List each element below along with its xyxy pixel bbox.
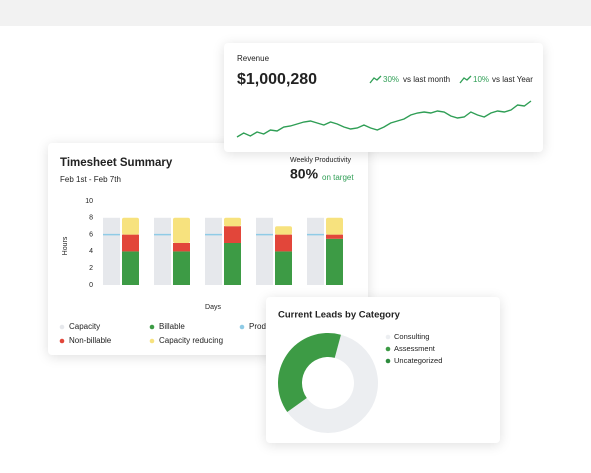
legend-label: Consulting: [394, 332, 429, 341]
x-axis-label: Days: [205, 304, 221, 311]
legend-marker: [385, 334, 391, 340]
capacity-bar: [103, 217, 120, 285]
trend-icon: [369, 75, 382, 84]
stacked-bar: [122, 234, 139, 252]
stacked-bar: [224, 226, 241, 243]
capacity-bar: [154, 217, 171, 285]
card-title: Current Leads by Category: [278, 310, 401, 321]
legend-label: Capacity: [69, 322, 100, 331]
trend-value: 30%: [383, 75, 399, 84]
stacked-bar: [173, 217, 190, 243]
legend-marker: [239, 324, 245, 330]
legend-label: Uncategorized: [394, 356, 442, 365]
y-tick-label: 10: [85, 198, 93, 205]
stacked-bar: [173, 243, 190, 252]
legend-marker: [385, 358, 391, 364]
y-tick-label: 6: [89, 231, 93, 238]
stacked-bar: [275, 226, 292, 235]
stacked-bar: [326, 217, 343, 235]
productivity-label: Weekly Productivity: [290, 157, 351, 164]
legend-label: Assessment: [394, 344, 436, 353]
legend-marker: [149, 324, 155, 330]
stacked-bar: [224, 217, 241, 227]
y-tick-label: 0: [89, 282, 93, 289]
stacked-bar: [275, 251, 292, 285]
donut-slice: [287, 334, 378, 433]
capacity-bar: [256, 217, 273, 285]
leads-card: Current Leads by Category Consulting Asse…: [266, 297, 500, 443]
card-title: Revenue: [237, 54, 270, 63]
y-tick-label: 4: [89, 248, 93, 255]
productivity-value: 80%: [290, 166, 319, 182]
stacked-bar: [122, 251, 139, 285]
card-title: Timesheet Summary: [60, 157, 173, 169]
revenue-card: Revenue $1,000,280 30% vs last month 10%…: [224, 43, 543, 152]
date-range: Feb 1st - Feb 7th: [60, 175, 121, 184]
timesheet-svg: Timesheet Summary Feb 1st - Feb 7th Week…: [59, 157, 354, 345]
capacity-bar: [307, 217, 324, 285]
legend-marker: [149, 338, 155, 344]
legend-label: Capacity reducing: [159, 336, 223, 345]
donut-slice: [278, 333, 341, 412]
trend-icon: [459, 75, 472, 84]
y-tick-label: 2: [89, 265, 93, 272]
y-axis-label: Hours: [62, 236, 69, 255]
stacked-bar: [275, 234, 292, 252]
y-tick-label: 8: [89, 215, 93, 222]
leads-svg: Current Leads by Category Consulting Asse…: [278, 310, 442, 433]
top-band: [0, 0, 591, 26]
stacked-bar: [326, 234, 343, 239]
stacked-bar: [173, 251, 190, 285]
legend-label: Non-billable: [69, 336, 112, 345]
trend-label: vs last month: [403, 75, 450, 84]
capacity-bar: [205, 217, 222, 285]
timesheet-card: Timesheet Summary Feb 1st - Feb 7th Week…: [48, 143, 368, 355]
stacked-bar: [122, 217, 139, 235]
stacked-bar: [326, 238, 343, 285]
legend-marker: [59, 338, 65, 344]
legend-label: Billable: [159, 322, 185, 331]
sparkline: [236, 100, 532, 138]
productivity-status: on target: [322, 173, 354, 182]
legend-marker: [59, 324, 65, 330]
stacked-bar: [224, 243, 241, 285]
trend-value: 10%: [473, 75, 489, 84]
trend-label: vs last Year: [492, 75, 533, 84]
revenue-svg: Revenue $1,000,280 30% vs last month 10%…: [236, 54, 533, 138]
revenue-amount: $1,000,280: [237, 71, 317, 88]
legend-marker: [385, 346, 391, 352]
